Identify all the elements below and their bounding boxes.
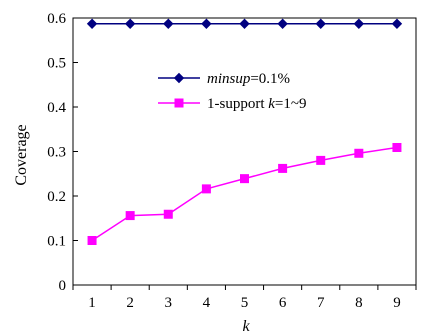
data-point [86,18,98,29]
y-axis: 0 0.1 0.2 0.3 0.4 0.5 0.6 [47,11,78,294]
y-tick-label: 0.2 [47,189,66,205]
x-tick-label: 7 [317,295,325,311]
data-point [391,18,403,29]
y-tick-label: 0.4 [47,100,66,116]
data-point [201,184,211,194]
series-layer [86,18,403,245]
x-axis-title: k [242,318,250,335]
data-point [163,18,174,29]
x-tick-label: 6 [279,295,287,311]
plot-frame [72,17,417,286]
legend-item: minsup=0.1% [158,71,290,87]
x-tick-label: 1 [88,295,96,311]
x-tick-label: 5 [241,295,249,311]
y-tick-label: 0.5 [47,56,66,72]
data-point [87,236,97,245]
data-point [278,163,288,173]
y-axis-title: Coverage [13,124,30,185]
data-point [315,18,326,29]
x-tick-label: 2 [126,295,134,311]
y-tick-label: 0 [59,278,67,294]
x-tick-label: 4 [203,295,211,311]
data-point [277,18,288,29]
data-point [392,142,402,152]
legend-label: minsup=0.1% [207,71,290,87]
legend-marker [173,72,185,84]
legend: minsup=0.1% 1-support k=1~9 [158,71,307,112]
legend-label: 1-support k=1~9 [207,96,307,112]
data-point [316,155,326,165]
data-point [163,209,173,219]
plot-area [72,17,417,286]
data-point [353,18,365,29]
x-tick-label: 9 [393,295,401,311]
data-point [201,18,212,29]
data-point [239,18,250,29]
series-1 [86,18,403,29]
data-point [124,18,136,29]
data-point [240,174,249,184]
x-tick-label: 8 [355,295,363,311]
series-line [91,146,398,242]
x-tick-label: 3 [165,295,173,311]
y-tick-label: 0.1 [47,234,66,250]
legend-marker [174,98,184,108]
legend-item: 1-support k=1~9 [158,96,307,112]
y-tick-label: 0.6 [47,11,66,27]
x-axis: 1 2 3 4 5 6 7 8 9 [72,285,417,311]
y-tick-label: 0.3 [47,145,66,161]
data-point [125,211,135,221]
series-2 [87,142,402,245]
data-point [354,148,364,158]
